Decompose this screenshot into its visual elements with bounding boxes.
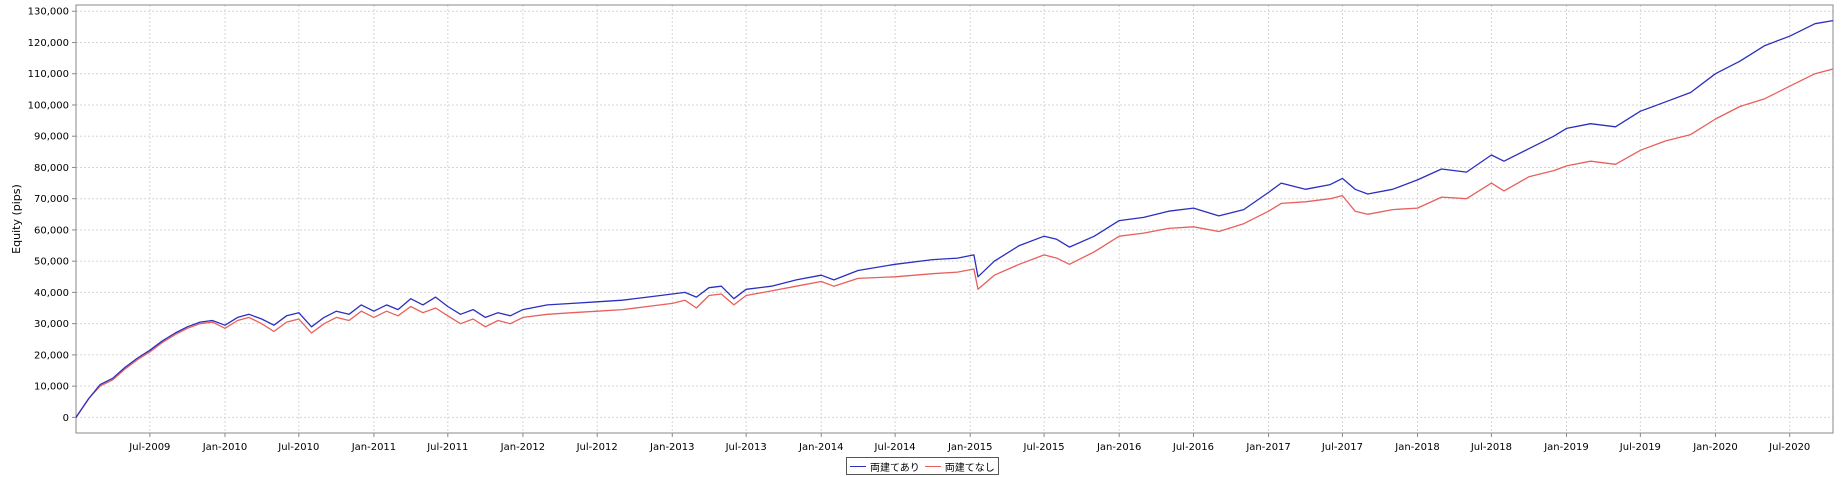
x-tick-label: Jul-2012 xyxy=(576,442,618,453)
y-tick-label: 20,000 xyxy=(34,350,69,361)
y-tick-label: 10,000 xyxy=(34,382,69,393)
x-axis-ticks: Jul-2009 Jan-2010 Jul-2010 Jan-2011 Jul-2011… xyxy=(128,433,1810,453)
grid-lines xyxy=(76,5,1833,433)
legend: 両建てあり 両建てなし xyxy=(846,457,999,475)
legend-item-series-1: 両建てあり xyxy=(850,459,920,474)
x-tick-label: Jul-2017 xyxy=(1321,442,1363,453)
x-tick-label: Jul-2019 xyxy=(1619,442,1661,453)
y-axis-ticks: 0 10,000 20,000 30,000 40,000 50,000 60,000 70,… xyxy=(28,7,76,424)
x-tick-label: Jul-2013 xyxy=(725,442,767,453)
legend-swatch-series-2 xyxy=(924,465,941,467)
plot-area xyxy=(75,4,1834,434)
series-line-1 xyxy=(75,19,1834,418)
y-tick-label: 70,000 xyxy=(34,194,69,205)
legend-item-series-2: 両建てなし xyxy=(924,459,995,474)
y-tick-label: 100,000 xyxy=(28,100,69,111)
legend-swatch-series-1 xyxy=(850,465,866,467)
x-tick-label: Jan-2018 xyxy=(1394,442,1439,453)
x-tick-label: Jan-2019 xyxy=(1543,442,1588,453)
y-tick-label: 0 xyxy=(63,413,69,424)
x-tick-label: Jan-2015 xyxy=(947,442,992,453)
x-tick-label: Jul-2016 xyxy=(1172,442,1214,453)
y-tick-label: 90,000 xyxy=(34,132,69,143)
x-tick-label: Jan-2011 xyxy=(351,442,396,453)
x-tick-label: Jul-2014 xyxy=(874,442,916,453)
y-tick-label: 120,000 xyxy=(28,38,69,49)
series-line-2 xyxy=(75,68,1834,418)
legend-label-series-1: 両建てあり xyxy=(870,462,920,474)
x-tick-label: Jan-2016 xyxy=(1096,442,1141,453)
y-tick-label: 30,000 xyxy=(34,319,69,330)
x-tick-label: Jan-2013 xyxy=(649,442,694,453)
y-tick-label: 40,000 xyxy=(34,288,69,299)
x-tick-label: Jul-2020 xyxy=(1768,442,1810,453)
x-tick-label: Jul-2018 xyxy=(1470,442,1512,453)
legend-label-series-2: 両建てなし xyxy=(944,462,995,474)
x-tick-label: Jan-2010 xyxy=(202,442,247,453)
x-tick-label: Jan-2014 xyxy=(798,442,843,453)
x-tick-label: Jan-2017 xyxy=(1245,442,1290,453)
series-lines xyxy=(75,19,1834,418)
x-tick-label: Jul-2009 xyxy=(128,442,170,453)
y-tick-label: 60,000 xyxy=(34,225,69,236)
x-tick-label: Jan-2012 xyxy=(500,442,545,453)
x-tick-label: Jul-2015 xyxy=(1023,442,1065,453)
x-tick-label: Jul-2011 xyxy=(426,442,468,453)
y-tick-label: 80,000 xyxy=(34,163,69,174)
x-tick-label: Jan-2020 xyxy=(1692,442,1737,453)
y-tick-label: 50,000 xyxy=(34,257,69,268)
y-tick-label: 130,000 xyxy=(28,7,69,18)
y-tick-label: 110,000 xyxy=(28,69,69,80)
y-axis-label: Equity (pips) xyxy=(10,184,23,254)
x-tick-label: Jul-2010 xyxy=(277,442,319,453)
